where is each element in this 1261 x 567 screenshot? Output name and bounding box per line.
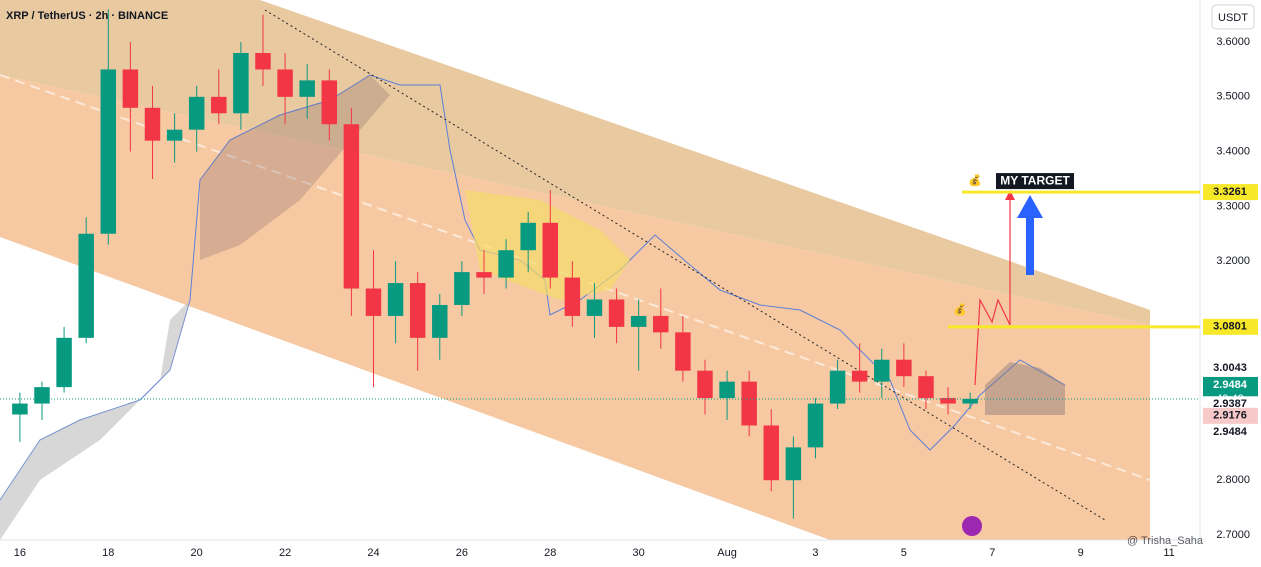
candle-body [166,129,183,141]
candle-body [122,69,139,108]
watermark: @ Trisha_Saha [1127,535,1204,547]
candle-body [829,370,846,404]
target-arrow [1017,195,1043,275]
event-icon[interactable] [962,516,982,536]
x-tick-label: 30 [633,547,645,559]
x-tick-label: 28 [544,547,556,559]
x-tick-label: 20 [191,547,203,559]
x-tick-label: 18 [102,547,114,559]
x-tick-label: 5 [901,547,907,559]
candle-body [874,359,890,382]
cloud [0,300,190,540]
candle-body [409,283,426,338]
candle-body [476,272,492,278]
candle-body [851,370,868,382]
candle-body [188,96,205,130]
candle-body [211,96,227,114]
candle-body [697,370,713,399]
x-tick-label: 11 [1163,547,1174,559]
x-tick-label: 16 [14,547,26,559]
money-icon: 💰 [968,174,982,187]
arrow-head [1005,190,1015,200]
currency-button[interactable] [1211,4,1255,30]
candle-body [653,315,669,333]
candle-body [78,233,94,338]
x-tick-label: Aug [717,547,737,559]
candle-body [498,250,514,278]
price-tag-label: 2.9484 [1213,426,1248,438]
candle-body [277,69,293,97]
price-tag [1203,360,1258,377]
x-tick-label: 24 [367,547,379,559]
candle-body [630,315,647,327]
candle-body [12,403,28,415]
price-tag-label: 3.0801 [1213,321,1247,333]
candle-body [299,80,315,97]
y-tick-label: 3.6000 [1216,36,1250,48]
candle-body [763,425,780,481]
price-tag-label: 2.9484 [1213,379,1248,391]
y-tick-label: 2.8000 [1216,474,1250,486]
candle-body [785,447,802,481]
projection-path [974,192,1011,386]
price-tag-label: 3.0043 [1213,362,1247,374]
chart-title: XRP / TetherUS · 2h · BINANCE [6,10,168,22]
candle-body [100,69,117,234]
price-tag-label: 2.9387 [1213,398,1247,410]
candle-body [918,376,934,399]
price-tag [1203,184,1258,201]
cloud [200,75,390,260]
candle-body [387,283,404,316]
x-tick-label: 26 [456,547,468,559]
price-tag [1203,423,1258,440]
candle-body [454,272,470,305]
y-tick-label: 3.3000 [1216,200,1250,212]
projected-cloud [985,362,1065,415]
currency-button-label[interactable]: USDT [1218,12,1248,24]
candle-body [896,359,912,377]
price-tag-label: 2.9176 [1213,410,1247,422]
candle-body [586,299,603,316]
candle-body [233,53,249,114]
price-tag [1203,318,1258,335]
x-tick-label: 9 [1078,547,1084,559]
candle-body [520,222,536,251]
candle-body [719,381,735,399]
candle-body [542,222,559,278]
candle-body [321,80,338,125]
candle-body [432,304,448,338]
y-tick-label: 2.7000 [1216,529,1250,541]
annotation: MY TARGET [1000,173,1070,187]
y-tick-label: 3.4000 [1216,146,1250,158]
annotation-box [996,173,1074,190]
y-tick-label: 3.5000 [1216,91,1250,103]
candle-body [940,398,956,404]
candle-body [144,107,161,141]
candle-body [807,403,824,448]
price-tag [1203,407,1258,424]
candle-body [962,398,978,404]
candle-body [34,387,50,404]
price-tag-label: 3.3261 [1213,186,1247,198]
x-tick-label: 7 [989,547,995,559]
candle-body [608,299,625,327]
candle-body [255,53,271,70]
candle-body [365,288,382,316]
x-tick-label: 3 [812,547,818,559]
y-tick-label: 3.2000 [1216,255,1250,267]
candle-body [564,277,581,316]
candle-body [675,332,691,371]
x-tick-label: 22 [279,547,291,559]
trendline [264,9,1106,521]
candle-body [741,381,757,426]
candle-body [343,124,360,289]
candle-body [56,337,72,388]
money-icon: 💰 [953,303,967,316]
